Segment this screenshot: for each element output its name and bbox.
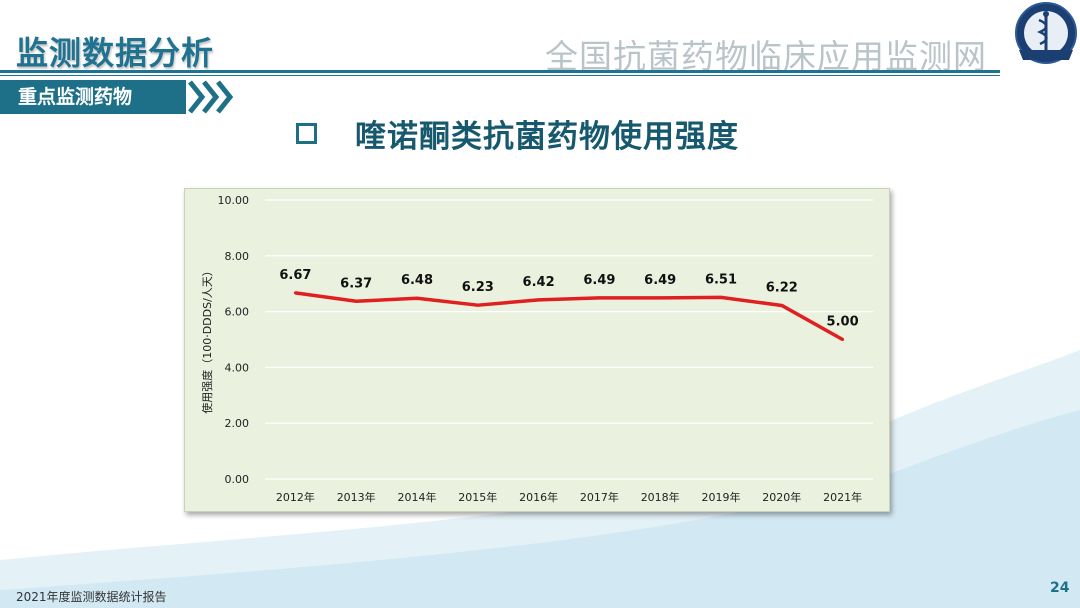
chevron-arrows-icon: [188, 80, 234, 114]
x-tick-label: 2013年: [337, 490, 376, 504]
x-tick-label: 2020年: [762, 490, 801, 504]
data-point: [354, 299, 358, 303]
data-label: 6.49: [583, 273, 615, 288]
data-label: 6.48: [401, 273, 433, 288]
series-line: [295, 291, 844, 342]
y-tick-label: 4.00: [225, 361, 250, 374]
data-point: [476, 303, 480, 307]
x-tick-label: 2021年: [823, 490, 862, 504]
x-tick-label: 2018年: [641, 490, 680, 504]
x-tick-label: 2016年: [519, 490, 558, 504]
data-label: 6.37: [340, 276, 372, 291]
y-tick-label: 6.00: [225, 306, 250, 319]
data-label: 6.51: [705, 272, 737, 287]
data-label: 6.22: [766, 280, 798, 295]
data-label: 6.42: [523, 275, 555, 290]
data-point: [780, 303, 784, 307]
x-tick-label: 2012年: [276, 490, 315, 504]
square-bullet-icon: [296, 122, 317, 144]
report-footer: 2021年度监测数据统计报告: [16, 590, 167, 604]
y-tick-label: 8.00: [225, 250, 250, 263]
data-point: [841, 338, 845, 341]
page-number: 24: [1050, 580, 1070, 596]
x-tick-label: 2017年: [580, 490, 619, 504]
slide-heading-text: 喹诺酮类抗菌药物使用强度: [355, 118, 739, 155]
y-tick-label: 2.00: [225, 417, 250, 430]
organization-logo-icon: [1015, 2, 1077, 64]
data-label: 6.23: [462, 280, 494, 295]
data-point: [719, 295, 723, 299]
organization-name: 全国抗菌药物临床应用监测网: [545, 37, 987, 76]
header-divider: [0, 70, 1000, 73]
data-point: [415, 296, 419, 300]
data-label: 5.00: [827, 315, 859, 330]
section-tab-label: 重点监测药物: [18, 86, 133, 108]
y-tick-label: 10.00: [218, 194, 250, 207]
y-tick-label: 0.00: [225, 473, 250, 486]
page-title: 监测数据分析: [16, 34, 215, 72]
chart-canvas: 0.00 2.00 4.00 6.00 8.00 10.00 2012年 2013年 2014年…: [200, 194, 873, 504]
data-point: [537, 298, 541, 302]
data-point: [658, 296, 662, 300]
line-chart: 0.00 2.00 4.00 6.00 8.00 10.00 2012年 2013年 2014年…: [184, 188, 890, 512]
data-point: [293, 291, 297, 295]
x-tick-label: 2014年: [398, 490, 437, 504]
data-label: 6.67: [279, 268, 311, 283]
y-axis-label: 使用强度（100·DDDS/人天）: [200, 265, 214, 414]
data-label: 6.49: [644, 273, 676, 288]
x-tick-label: 2015年: [458, 490, 497, 504]
header-divider-thin: [0, 75, 1000, 76]
section-tab: 重点监测药物: [0, 80, 186, 114]
x-tick-label: 2019年: [702, 490, 741, 504]
slide-heading: 喹诺酮类抗菌药物使用强度: [296, 113, 739, 155]
data-point: [597, 296, 601, 300]
